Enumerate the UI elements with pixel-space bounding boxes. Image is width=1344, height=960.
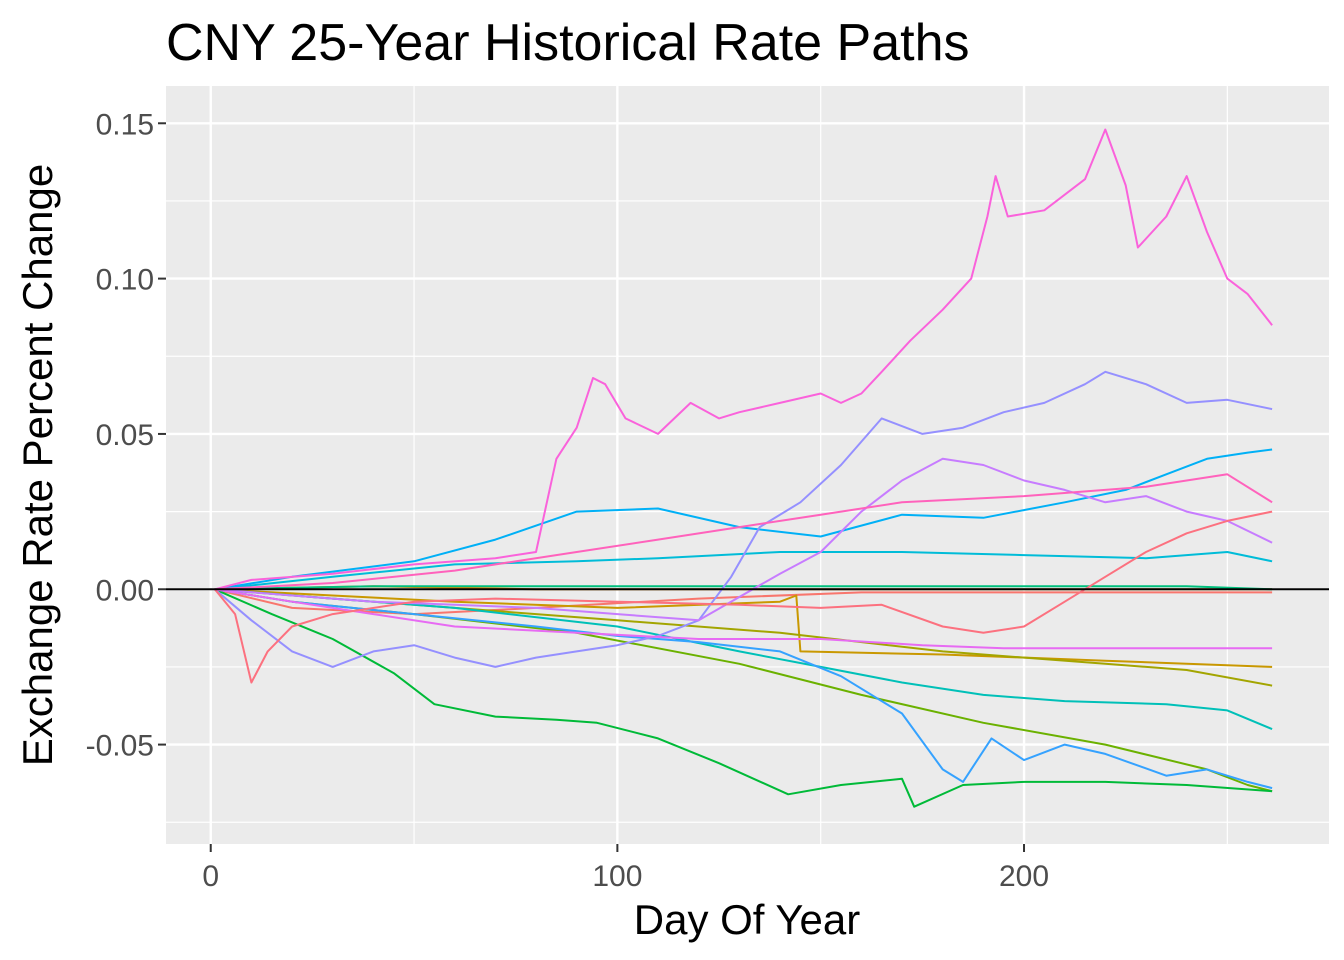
series-line-8 — [214, 588, 1273, 731]
y-tick-label: -0.05 — [86, 730, 154, 763]
minor-gridlines — [166, 86, 1329, 844]
series-line-16 — [214, 473, 1273, 591]
chart-title: CNY 25-Year Historical Rate Paths — [166, 14, 970, 72]
series-line-12 — [214, 370, 1273, 668]
series-line-15 — [214, 128, 1273, 591]
x-tick-label: 100 — [592, 860, 642, 893]
series-line-10 — [214, 448, 1273, 591]
series-line-11 — [214, 588, 1273, 790]
series-line-14 — [214, 588, 1273, 650]
x-tick-label: 200 — [999, 860, 1049, 893]
y-tick-label: 0.00 — [96, 574, 154, 607]
series-line-1 — [214, 588, 1273, 616]
y-axis-ticks: -0.05 0.00 0.05 0.10 0.15 — [86, 108, 166, 763]
series-line-13 — [214, 457, 1273, 622]
series-line-6 — [214, 588, 1273, 808]
y-axis-title: Exchange Rate Percent Change — [14, 164, 61, 766]
series-line-9 — [214, 551, 1273, 591]
y-tick-label: 0.05 — [96, 419, 154, 452]
x-tick-label: 0 — [202, 860, 219, 893]
x-axis-title: Day Of Year — [634, 896, 860, 943]
y-tick-label: 0.15 — [96, 108, 154, 141]
plot-panel — [166, 86, 1329, 844]
x-axis-ticks: 0 100 200 — [202, 844, 1049, 893]
series-line-17 — [214, 510, 1273, 684]
y-tick-label: 0.10 — [96, 264, 154, 297]
series-line-7 — [214, 585, 1273, 591]
